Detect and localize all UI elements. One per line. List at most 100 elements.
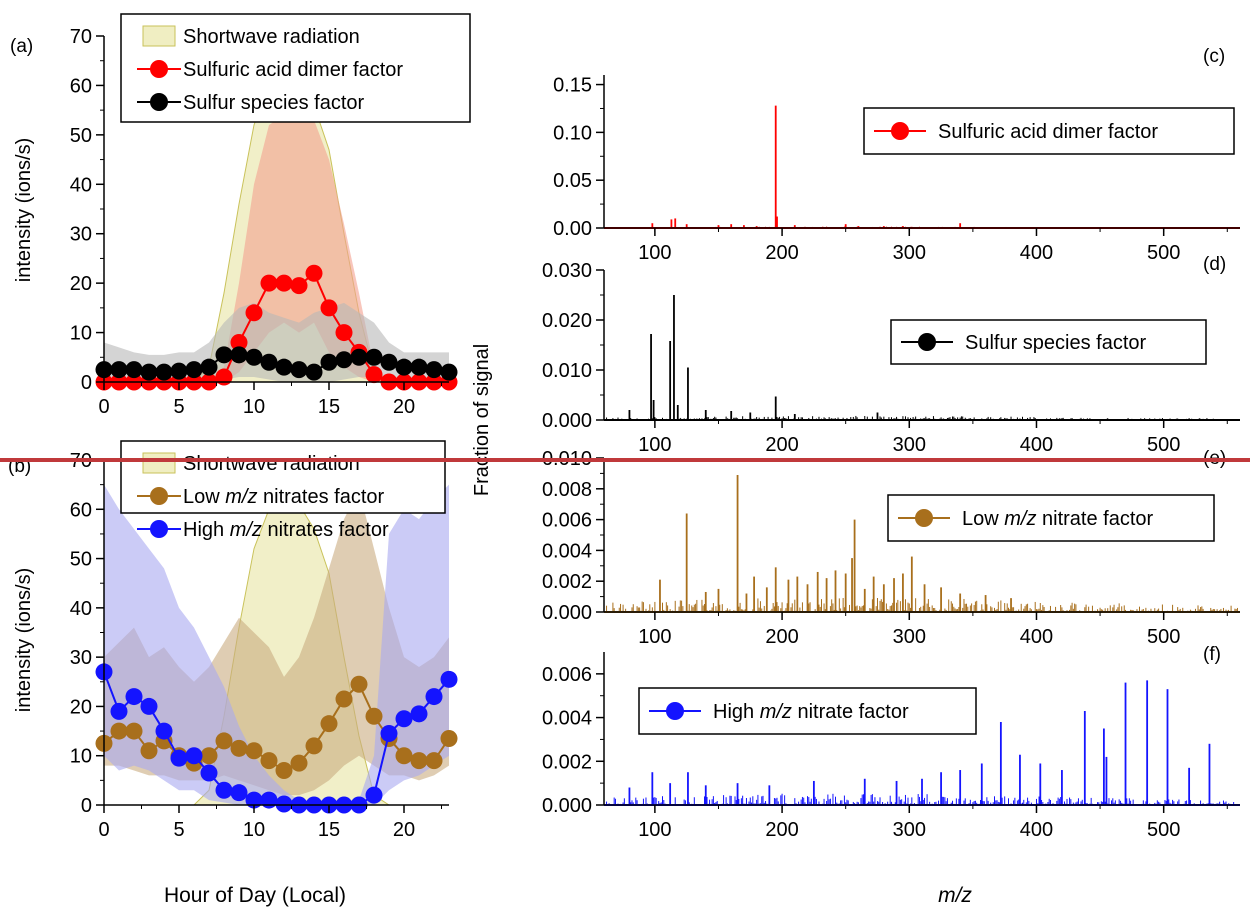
x-tick-label-c: 400 [1020, 242, 1053, 264]
y-tick-label-a: 40 [70, 174, 92, 196]
data-point [275, 274, 293, 292]
data-point [320, 353, 338, 371]
x-axis-label-hour: Hour of Day (Local) [164, 884, 346, 907]
legend-label: High m/z nitrates factor [183, 519, 389, 541]
data-point [425, 688, 443, 706]
y-tick-label-c: 0.05 [553, 170, 592, 192]
data-point [335, 351, 353, 369]
x-tick-label-e: 400 [1020, 626, 1053, 648]
data-point [185, 747, 203, 765]
data-point [275, 762, 293, 779]
data-point [320, 715, 338, 733]
legend-c: Sulfuric acid dimer factor [863, 107, 1235, 155]
data-point [305, 363, 323, 381]
x-tick-label-c: 200 [765, 242, 798, 264]
x-tick-label-b: 20 [393, 819, 415, 841]
data-point [440, 670, 458, 688]
data-point [335, 324, 353, 342]
y-tick-label-a: 70 [70, 26, 92, 48]
data-point [155, 363, 173, 381]
y-tick-label-b: 30 [70, 647, 92, 669]
data-point [260, 752, 278, 770]
x-tick-label-d: 500 [1147, 434, 1180, 456]
data-point [365, 366, 383, 384]
x-tick-label-a: 20 [393, 396, 415, 418]
data-point [350, 348, 368, 366]
legend-label: Sulfur species factor [183, 92, 365, 114]
y-tick-label-a: 60 [70, 75, 92, 97]
y-tick-label-d: 0.020 [542, 310, 592, 332]
y-tick-label-b: 20 [70, 696, 92, 718]
data-point [125, 688, 143, 706]
data-point [140, 742, 158, 760]
x-tick-label-a: 10 [243, 396, 265, 418]
y-tick-label-d: 0.000 [542, 410, 592, 432]
legend-f: High m/z nitrate factor [638, 687, 977, 735]
data-point [275, 358, 293, 376]
y-tick-label-f: 0.006 [542, 664, 592, 686]
x-tick-label-b: 5 [173, 819, 184, 841]
data-point [290, 277, 308, 295]
x-tick-label-c: 500 [1147, 242, 1180, 264]
y-tick-label-a: 50 [70, 125, 92, 147]
data-point [365, 786, 383, 804]
data-point [215, 368, 233, 386]
x-tick-label-f: 100 [638, 819, 671, 841]
y-axis-label-right: Fraction of signal [471, 344, 493, 496]
x-tick-label-e: 500 [1147, 626, 1180, 648]
legend-swatch [142, 452, 176, 474]
data-point [200, 747, 218, 765]
panel-f: 0.000 0.002 0.004 0.006 100 200 300 400 500 (f) Hi… [542, 644, 1240, 841]
data-point [305, 737, 323, 755]
y-tick-label-e: 0.002 [542, 571, 592, 593]
legend-label: Sulfuric acid dimer factor [183, 59, 403, 81]
y-tick-label-f: 0.002 [542, 751, 592, 773]
panel-label-a: (a) [10, 36, 33, 57]
data-point [230, 739, 248, 757]
data-point [410, 358, 428, 376]
data-point [170, 362, 188, 380]
data-point [395, 710, 413, 728]
legend-marker [891, 122, 909, 140]
data-point [410, 752, 428, 770]
legend-label: Sulfuric acid dimer factor [938, 121, 1158, 143]
y-tick-label-d: 0.030 [542, 260, 592, 282]
legend-label: Sulfur species factor [965, 332, 1147, 354]
x-tick-label-a: 5 [173, 396, 184, 418]
legend-marker [150, 60, 168, 78]
panel-e: 0.0000.0020.0040.0060.0080.0101002003004… [542, 448, 1240, 648]
data-point [380, 353, 398, 371]
legend-label: Low m/z nitrate factor [962, 508, 1154, 530]
legend-label: Low m/z nitrates factor [183, 486, 385, 508]
y-tick-label-e: 0.008 [542, 479, 592, 501]
legend-label: High m/z nitrate factor [713, 701, 909, 723]
data-point [155, 722, 173, 740]
data-point [110, 702, 128, 720]
data-point [260, 791, 278, 809]
x-tick-label-a: 15 [318, 396, 340, 418]
data-point [290, 754, 308, 772]
x-tick-label-f: 300 [893, 819, 926, 841]
data-point [365, 348, 383, 366]
x-tick-label-d: 300 [893, 434, 926, 456]
x-tick-label-f: 200 [765, 819, 798, 841]
x-tick-label-d: 400 [1020, 434, 1053, 456]
legend-d: Sulfur species factor [890, 319, 1207, 365]
y-tick-label-a: 10 [70, 323, 92, 345]
y-tick-label-b: 10 [70, 746, 92, 768]
data-point [290, 361, 308, 379]
data-point [335, 690, 353, 708]
y-tick-label-c: 0.00 [553, 218, 592, 240]
y-tick-label-a: 20 [70, 273, 92, 295]
legend-swatch [142, 25, 176, 47]
y-tick-label-f: 0.000 [542, 795, 592, 817]
y-tick-label-a: 30 [70, 224, 92, 246]
y-tick-label-d: 0.010 [542, 360, 592, 382]
x-tick-label-e: 100 [638, 626, 671, 648]
x-tick-label-c: 300 [893, 242, 926, 264]
data-point [260, 353, 278, 371]
data-point [125, 361, 143, 379]
legend-marker [150, 93, 168, 111]
data-point [410, 705, 428, 723]
